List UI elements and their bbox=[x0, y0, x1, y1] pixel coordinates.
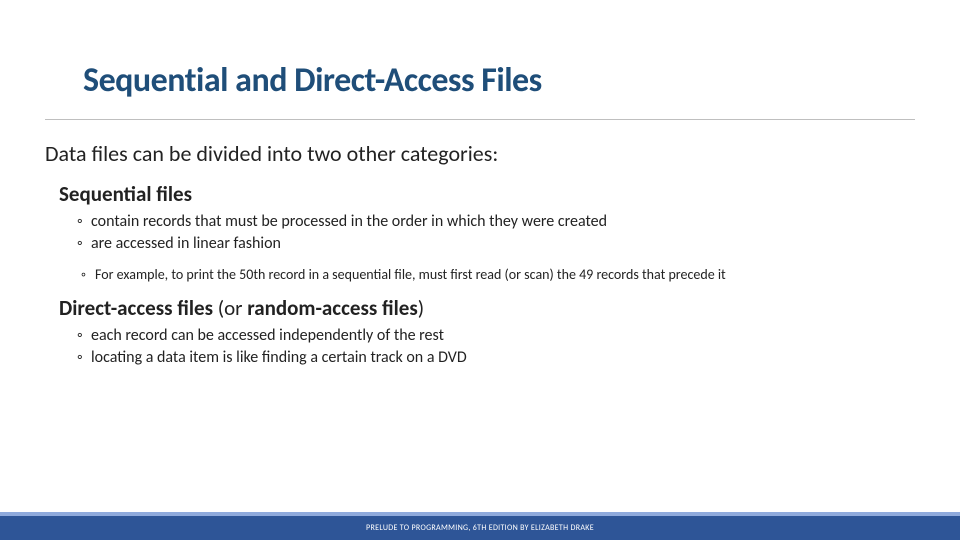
list-item: are accessed in linear fashion bbox=[77, 233, 915, 255]
sub-bullet-list: For example, to print the 50th record in… bbox=[81, 266, 915, 285]
bullet-list: contain records that must be processed i… bbox=[77, 211, 915, 254]
section-sequential: Sequential files contain records that mu… bbox=[59, 181, 915, 285]
footer-band-front: PRELUDE TO PROGRAMMING, 6TH EDITION BY E… bbox=[0, 516, 960, 540]
footer: PRELUDE TO PROGRAMMING, 6TH EDITION BY E… bbox=[0, 508, 960, 540]
bullet-list: each record can be accessed independentl… bbox=[77, 325, 915, 368]
subheading-direct-text: Direct-access files bbox=[59, 295, 213, 321]
list-item: contain records that must be processed i… bbox=[77, 211, 915, 233]
list-item: For example, to print the 50th record in… bbox=[81, 266, 915, 285]
subheading-sequential: Sequential files bbox=[59, 181, 915, 207]
list-item: each record can be accessed independentl… bbox=[77, 325, 915, 347]
footer-text: PRELUDE TO PROGRAMMING, 6TH EDITION BY E… bbox=[366, 523, 594, 533]
page-title: Sequential and Direct-Access Files bbox=[83, 60, 915, 101]
subheading-direct: Direct-access files (or random-access fi… bbox=[59, 295, 915, 321]
list-item: locating a data item is like finding a c… bbox=[77, 347, 915, 369]
intro-text: Data files can be divided into two other… bbox=[45, 140, 915, 167]
title-divider bbox=[45, 119, 915, 120]
section-direct: Direct-access files (or random-access fi… bbox=[59, 295, 915, 368]
subheading-paren: (or random-access files) bbox=[213, 295, 424, 321]
slide: Sequential and Direct-Access Files Data … bbox=[0, 0, 960, 540]
